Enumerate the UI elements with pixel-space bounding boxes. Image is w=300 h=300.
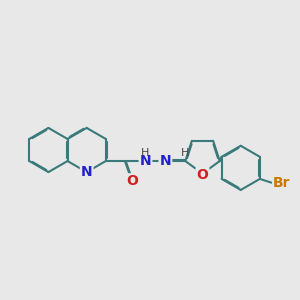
Text: N: N: [140, 154, 152, 168]
Text: H: H: [181, 148, 190, 158]
Text: Br: Br: [273, 176, 290, 190]
Text: O: O: [196, 168, 208, 182]
Text: N: N: [160, 154, 171, 168]
Text: O: O: [126, 174, 138, 188]
Text: N: N: [81, 165, 92, 179]
Text: H: H: [141, 148, 150, 158]
